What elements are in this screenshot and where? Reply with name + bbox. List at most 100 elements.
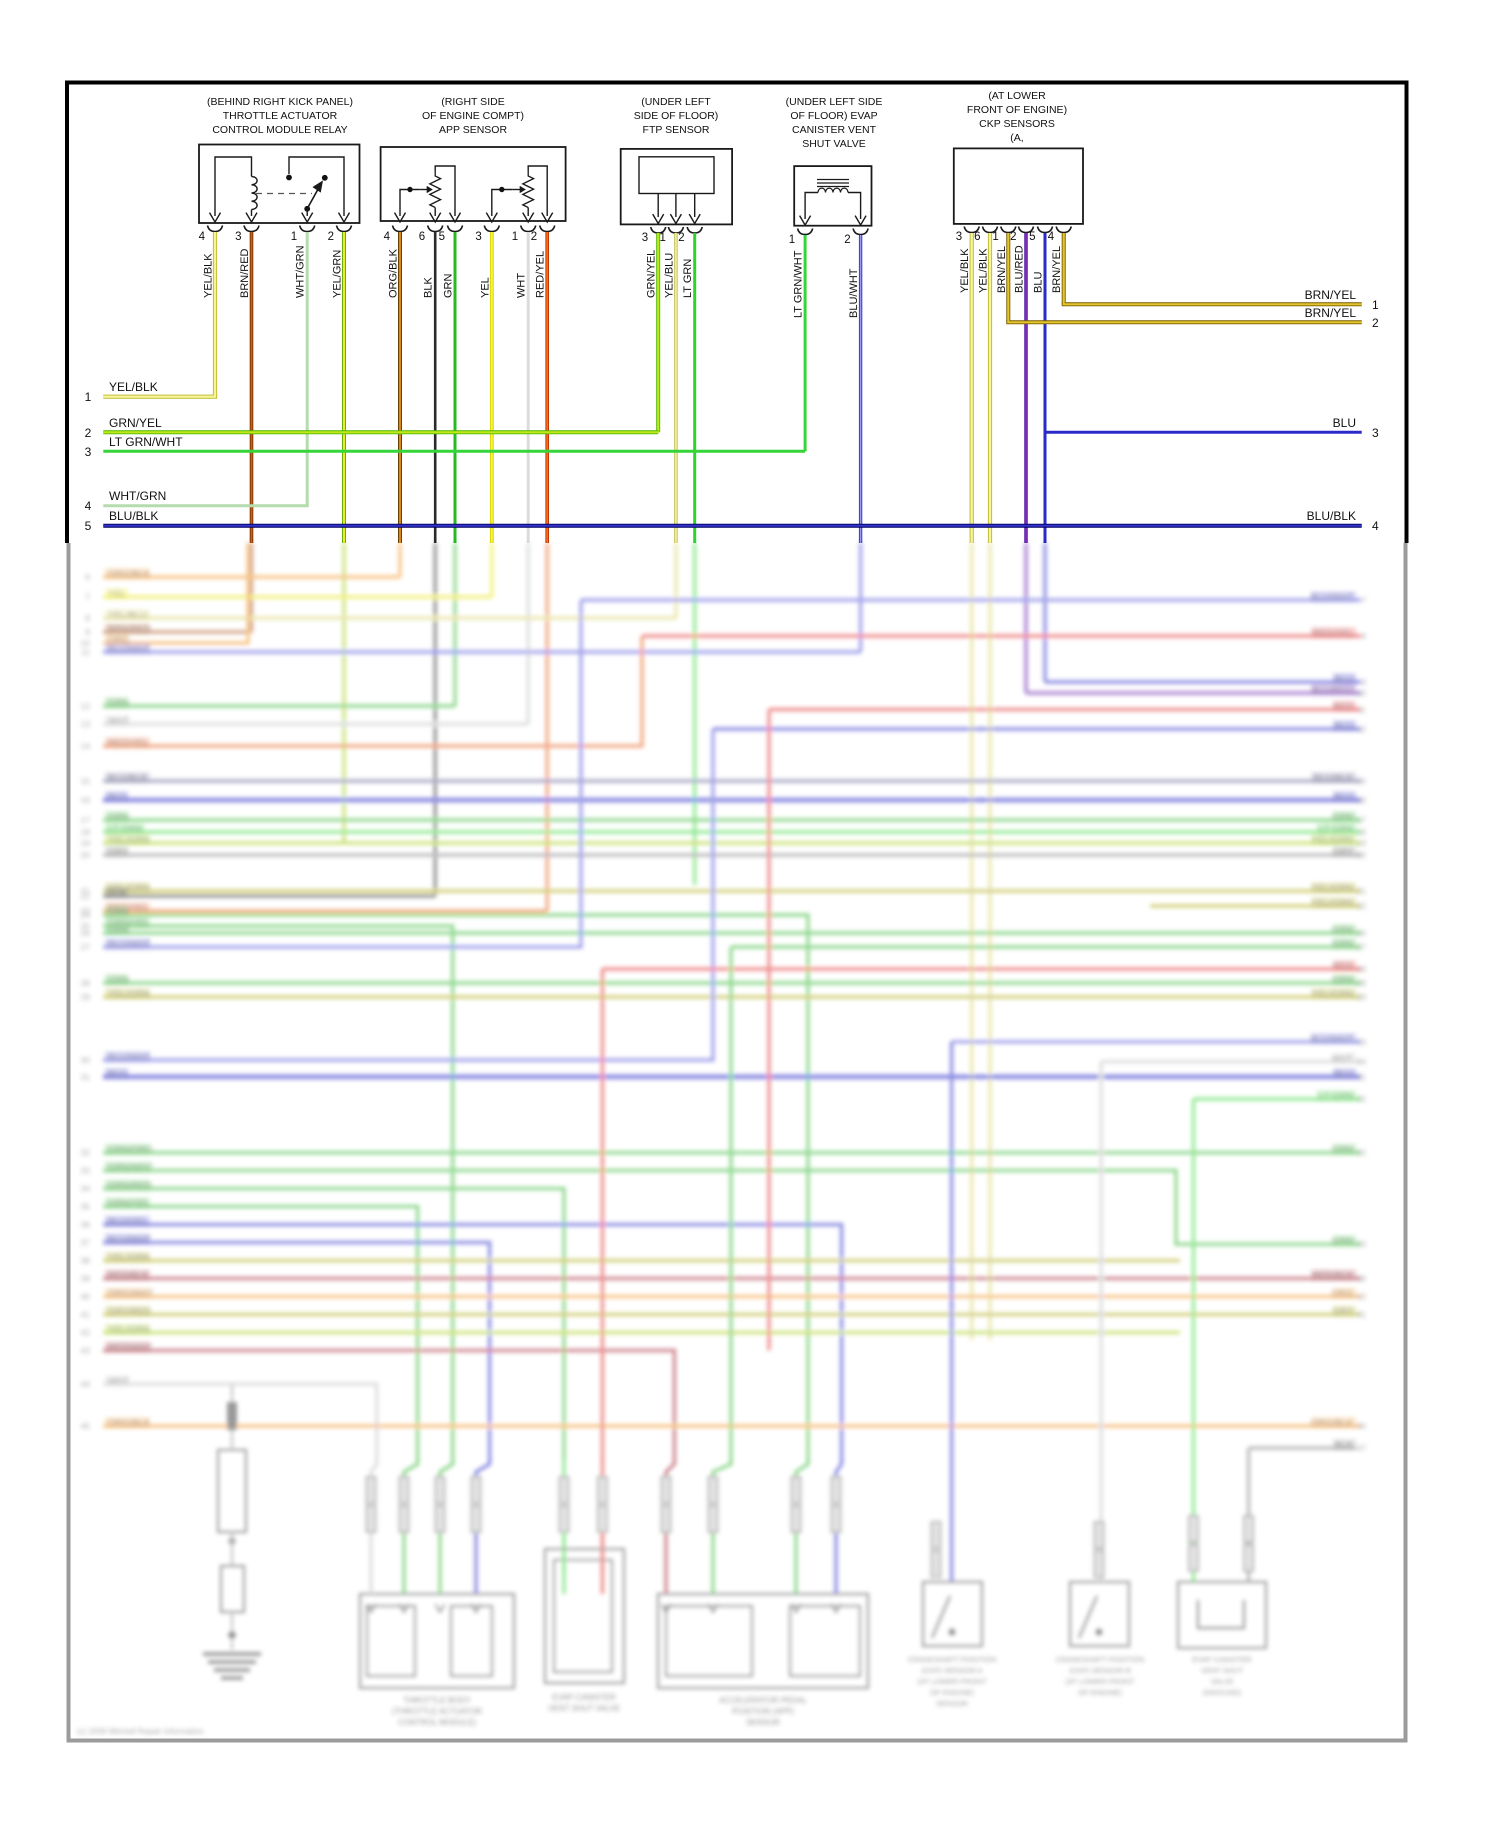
- svg-text:BRN/YEL: BRN/YEL: [1051, 246, 1063, 293]
- svg-text:6: 6: [85, 572, 90, 582]
- svg-text:BLU: BLU: [108, 792, 127, 803]
- svg-text:31: 31: [1357, 1072, 1367, 1082]
- svg-text:CONTROL MODULE RELAY: CONTROL MODULE RELAY: [212, 124, 347, 136]
- svg-text:YEL/GRN: YEL/GRN: [108, 835, 150, 846]
- svg-text:BLU/BLK: BLU/BLK: [1314, 773, 1354, 784]
- svg-text:BLU/WHT: BLU/WHT: [108, 1052, 151, 1063]
- svg-text:FRONT OF ENGINE): FRONT OF ENGINE): [967, 104, 1067, 116]
- svg-text:BLU/BLK: BLU/BLK: [1307, 509, 1356, 523]
- svg-text:GRY/RED: GRY/RED: [108, 1306, 151, 1317]
- svg-text:5: 5: [1029, 231, 1035, 243]
- svg-text:42: 42: [81, 1328, 91, 1338]
- svg-text:BRN/YEL: BRN/YEL: [1305, 288, 1357, 302]
- svg-text:ORG/BLK: ORG/BLK: [1311, 1418, 1354, 1429]
- svg-text:CRANKSHAFT POSITION: CRANKSHAFT POSITION: [908, 1655, 997, 1664]
- svg-text:YEL/GRN: YEL/GRN: [108, 1325, 150, 1336]
- svg-text:GRY: GRY: [1333, 1306, 1354, 1317]
- svg-text:4: 4: [384, 231, 391, 243]
- svg-text:(BEHIND RIGHT KICK PANEL): (BEHIND RIGHT KICK PANEL): [207, 96, 353, 108]
- svg-text:SIDE OF FLOOR): SIDE OF FLOOR): [634, 110, 719, 122]
- svg-text:1: 1: [291, 231, 297, 243]
- svg-text:GRN: GRN: [1332, 939, 1353, 950]
- svg-text:39: 39: [81, 1273, 91, 1283]
- svg-text:YEL/GRN: YEL/GRN: [332, 250, 344, 298]
- svg-text:CONTROL MODULE): CONTROL MODULE): [398, 1718, 476, 1727]
- svg-text:RED/BLK: RED/BLK: [1312, 1270, 1353, 1281]
- svg-text:GRN: GRN: [1332, 1236, 1353, 1247]
- svg-text:YEL/GRN: YEL/GRN: [1311, 883, 1353, 894]
- svg-text:THROTTLE BODY: THROTTLE BODY: [403, 1696, 471, 1705]
- svg-text:27: 27: [1357, 942, 1367, 952]
- svg-text:SENSOR: SENSOR: [936, 1699, 968, 1708]
- svg-text:ORG: ORG: [108, 635, 130, 646]
- svg-text:WHT: WHT: [516, 273, 528, 298]
- svg-text:10: 10: [81, 638, 91, 648]
- svg-text:GRN: GRN: [443, 274, 455, 299]
- svg-text:20: 20: [81, 850, 91, 860]
- svg-text:16: 16: [81, 795, 91, 805]
- svg-text:BRN/RED: BRN/RED: [239, 248, 251, 298]
- svg-text:2: 2: [678, 232, 684, 244]
- svg-text:YEL/GRN: YEL/GRN: [108, 883, 150, 894]
- svg-text:SENSOR: SENSOR: [746, 1718, 780, 1727]
- svg-text:GRN: GRN: [108, 975, 129, 986]
- svg-text:28: 28: [1357, 978, 1367, 988]
- svg-text:22: 22: [81, 891, 91, 901]
- svg-text:YEL/GRN: YEL/GRN: [108, 1253, 150, 1264]
- svg-text:16: 16: [1357, 795, 1367, 805]
- svg-text:3: 3: [235, 231, 241, 243]
- svg-text:YEL/GRN: YEL/GRN: [108, 989, 150, 1000]
- svg-text:POSITION (APP): POSITION (APP): [732, 1707, 794, 1716]
- svg-text:VENT SHUT: VENT SHUT: [1201, 1666, 1244, 1675]
- svg-text:GRN: GRN: [108, 925, 129, 936]
- svg-text:LT GRN: LT GRN: [682, 259, 694, 298]
- svg-text:9: 9: [1361, 677, 1366, 687]
- svg-text:GRN/RED: GRN/RED: [108, 1181, 152, 1192]
- svg-text:19: 19: [1357, 838, 1367, 848]
- svg-text:GRN/YEL: GRN/YEL: [109, 416, 162, 430]
- svg-text:LT GRN: LT GRN: [108, 824, 142, 835]
- svg-text:3: 3: [475, 231, 481, 243]
- svg-text:32: 32: [81, 1148, 91, 1158]
- svg-text:BLU/WHT: BLU/WHT: [1310, 592, 1353, 603]
- svg-text:1: 1: [789, 234, 795, 246]
- svg-text:BLU: BLU: [1335, 674, 1354, 685]
- svg-text:GRN: GRN: [1332, 925, 1353, 936]
- svg-text:47: 47: [1357, 1443, 1367, 1453]
- svg-text:22: 22: [1357, 901, 1367, 911]
- svg-text:40: 40: [1357, 1292, 1367, 1302]
- svg-text:WHT: WHT: [108, 1376, 130, 1387]
- svg-text:5: 5: [439, 231, 445, 243]
- svg-text:2: 2: [328, 231, 334, 243]
- svg-text:ORG/WHT: ORG/WHT: [108, 1289, 154, 1300]
- svg-text:YEL/BLK: YEL/BLK: [109, 380, 158, 394]
- svg-text:GRN/WHT: GRN/WHT: [108, 1162, 154, 1173]
- svg-text:1: 1: [1372, 298, 1379, 312]
- svg-text:23: 23: [81, 906, 91, 916]
- svg-text:BLK: BLK: [108, 888, 127, 899]
- svg-text:LT GRN: LT GRN: [1319, 1091, 1353, 1102]
- svg-text:ORG/BLK: ORG/BLK: [108, 569, 151, 580]
- svg-text:15: 15: [1357, 776, 1367, 786]
- svg-text:28: 28: [81, 978, 91, 988]
- svg-text:(AT LOWER FRONT: (AT LOWER FRONT: [1066, 1677, 1135, 1686]
- svg-text:GRN/ORG: GRN/ORG: [108, 1145, 153, 1156]
- svg-text:BRN/YEL: BRN/YEL: [1305, 306, 1357, 320]
- svg-text:VALVE: VALVE: [1210, 1677, 1233, 1686]
- svg-text:18: 18: [81, 827, 91, 837]
- svg-text:18: 18: [1357, 827, 1367, 837]
- svg-text:(UNDER LEFT SIDE: (UNDER LEFT SIDE: [786, 96, 883, 108]
- svg-text:12: 12: [1357, 724, 1367, 734]
- svg-text:BLU/WHT: BLU/WHT: [108, 939, 151, 950]
- svg-text:4: 4: [85, 499, 92, 513]
- svg-text:3: 3: [956, 231, 962, 243]
- svg-text:BLU: BLU: [1335, 792, 1354, 803]
- svg-text:LT GRN: LT GRN: [1319, 824, 1353, 835]
- svg-text:31: 31: [81, 1072, 91, 1082]
- svg-text:BLU/RED: BLU/RED: [1014, 245, 1026, 293]
- svg-text:28: 28: [1357, 964, 1367, 974]
- svg-text:30: 30: [81, 1055, 91, 1065]
- svg-text:24: 24: [81, 910, 91, 920]
- svg-text:RED/YEL: RED/YEL: [535, 251, 547, 298]
- svg-text:CKP SENSORS: CKP SENSORS: [979, 118, 1055, 130]
